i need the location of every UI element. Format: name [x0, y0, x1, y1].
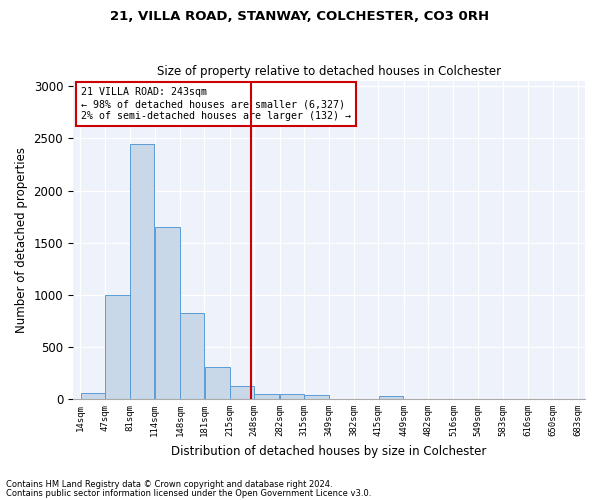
Bar — [80, 393, 104, 399]
Bar — [130, 144, 154, 399]
Bar — [105, 295, 130, 399]
Y-axis label: Number of detached properties: Number of detached properties — [15, 147, 28, 333]
X-axis label: Distribution of detached houses by size in Colchester: Distribution of detached houses by size … — [171, 444, 487, 458]
Bar — [379, 396, 403, 399]
Bar — [180, 312, 204, 399]
Bar — [155, 227, 180, 399]
Bar — [205, 368, 230, 399]
Text: 21, VILLA ROAD, STANWAY, COLCHESTER, CO3 0RH: 21, VILLA ROAD, STANWAY, COLCHESTER, CO3… — [110, 10, 490, 23]
Text: 21 VILLA ROAD: 243sqm
← 98% of detached houses are smaller (6,327)
2% of semi-de: 21 VILLA ROAD: 243sqm ← 98% of detached … — [80, 88, 350, 120]
Text: Contains public sector information licensed under the Open Government Licence v3: Contains public sector information licen… — [6, 488, 371, 498]
Bar — [254, 394, 280, 399]
Bar — [230, 386, 254, 399]
Bar — [304, 396, 329, 399]
Title: Size of property relative to detached houses in Colchester: Size of property relative to detached ho… — [157, 66, 501, 78]
Bar — [280, 394, 304, 399]
Text: Contains HM Land Registry data © Crown copyright and database right 2024.: Contains HM Land Registry data © Crown c… — [6, 480, 332, 489]
Bar — [329, 398, 353, 399]
